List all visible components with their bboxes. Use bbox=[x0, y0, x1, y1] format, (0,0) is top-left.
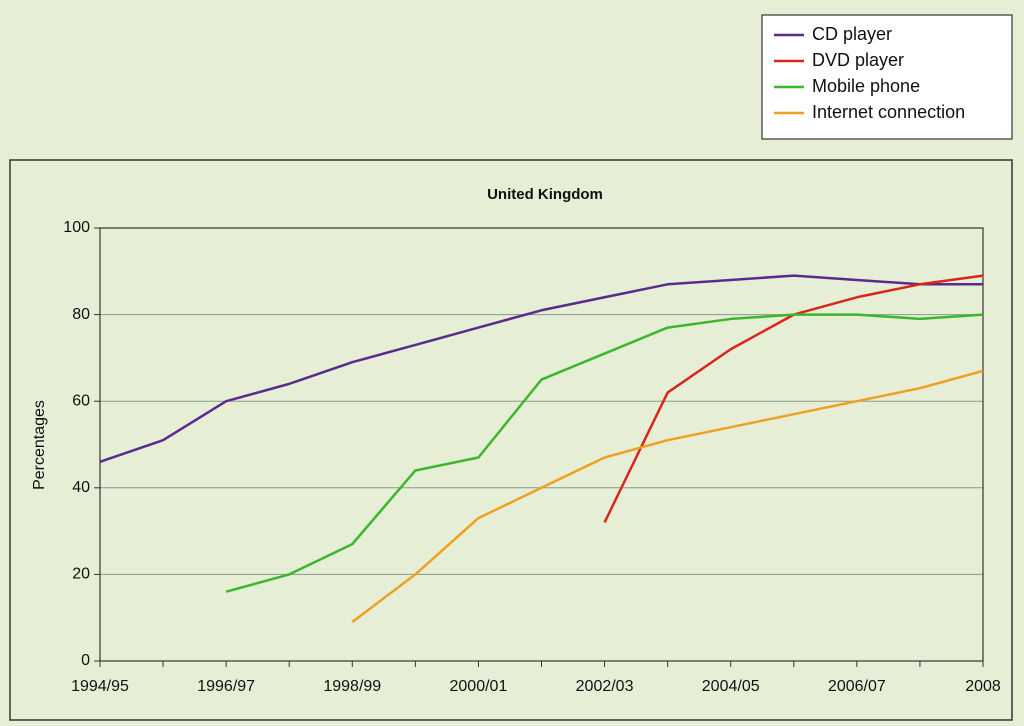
chart-frame bbox=[9, 159, 1013, 721]
y-tick-label: 60 bbox=[72, 392, 90, 409]
x-tick-label: 2000/01 bbox=[450, 678, 508, 695]
legend-label: DVD player bbox=[812, 50, 904, 70]
y-tick-label: 40 bbox=[72, 479, 90, 496]
legend-label: Internet connection bbox=[812, 102, 965, 122]
y-tick-label: 20 bbox=[72, 566, 90, 583]
series-line bbox=[99, 274, 983, 464]
y-tick-label: 80 bbox=[72, 306, 90, 323]
legend-label: CD player bbox=[812, 24, 892, 44]
series-line bbox=[225, 313, 984, 593]
x-tick-label: 2004/05 bbox=[702, 678, 760, 695]
y-axis-label: Percentages bbox=[31, 400, 48, 490]
x-tick-label: 2006/07 bbox=[828, 678, 886, 695]
y-tick-label: 100 bbox=[63, 219, 90, 236]
x-tick-label: 1998/99 bbox=[323, 678, 381, 695]
legend-label: Mobile phone bbox=[812, 76, 920, 96]
chart-title: United Kingdom bbox=[487, 186, 603, 203]
x-tick-label: 2002/03 bbox=[576, 678, 634, 695]
y-tick-label: 0 bbox=[81, 652, 90, 669]
x-tick-label: 1996/97 bbox=[197, 678, 255, 695]
series-line bbox=[351, 369, 984, 624]
x-tick-label: 2008 bbox=[965, 678, 1001, 695]
x-tick-label: 1994/95 bbox=[71, 678, 129, 695]
